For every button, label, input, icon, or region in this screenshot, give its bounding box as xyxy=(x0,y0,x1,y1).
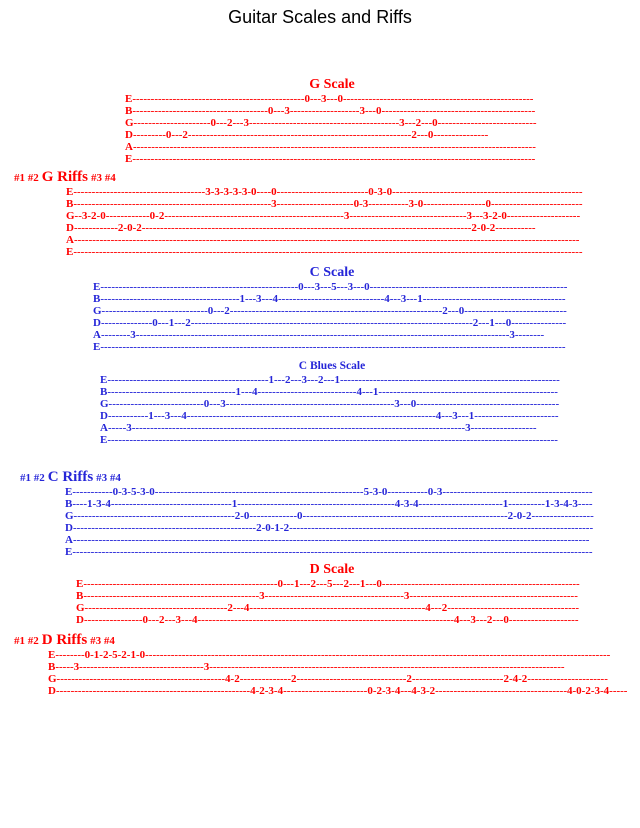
tab-line: D----------------0---2---3---4----------… xyxy=(76,614,579,626)
c-riffs-heading-suffix: #3 #4 xyxy=(96,472,121,484)
d-scale-tab: E---------------------------------------… xyxy=(76,578,580,626)
c-riffs-tab: E-----------0-3-5-3-0-------------------… xyxy=(65,486,594,558)
c-riffs-heading-name: C Riffs xyxy=(47,469,94,485)
d-riffs-heading: #1 #2 D Riffs #3 #4 xyxy=(14,632,115,649)
g-riffs-heading-prefix: #1 #2 xyxy=(14,172,39,184)
g-scale-heading: G Scale xyxy=(309,77,355,92)
d-riffs-tab: E--------0-1-2-5-2-1-0------------------… xyxy=(48,649,627,697)
c-riffs-heading-prefix: #1 #2 xyxy=(20,472,45,484)
tab-line: A---------------------------------------… xyxy=(125,141,536,153)
tab-line: D---------------------------------------… xyxy=(65,522,594,534)
tab-line: E---------------------------------------… xyxy=(93,341,566,353)
tab-line: E---------------------------------------… xyxy=(65,546,593,558)
tab-line: B-----------------------------------1---… xyxy=(100,386,558,398)
d-riffs-heading-prefix: #1 #2 xyxy=(14,635,39,647)
tab-line: E---------------------------------------… xyxy=(93,281,568,293)
tab-line: B----1-3-4------------------------------… xyxy=(65,498,593,510)
c-blues-scale-heading: C Blues Scale xyxy=(298,360,366,372)
tab-line: D------------2-0-2----------------------… xyxy=(66,222,536,234)
c-blues-scale-tab: E---------------------------------------… xyxy=(100,374,560,446)
tab-line: G---------------------------------------… xyxy=(48,673,608,685)
tab-line: A---------------------------------------… xyxy=(66,234,580,246)
tab-line: E---------------------------------------… xyxy=(76,578,580,590)
g-riffs-heading: #1 #2 G Riffs #3 #4 xyxy=(14,169,116,186)
tab-line: E---------------------------------------… xyxy=(100,434,558,446)
tab-line: D--------------0---1---2----------------… xyxy=(93,317,567,329)
page-title: Guitar Scales and Riffs xyxy=(228,7,412,27)
d-scale-heading: D Scale xyxy=(309,562,355,577)
tab-line: G--3-2-0------------0-2-----------------… xyxy=(66,210,581,222)
g-riffs-heading-suffix: #3 #4 xyxy=(91,172,116,184)
tab-line: B---------------------------------------… xyxy=(76,590,578,602)
tab-line: G---------------------------------------… xyxy=(76,602,580,614)
tab-line: D---------0---2-------------------------… xyxy=(125,129,489,141)
tab-line: E---------------------------------------… xyxy=(66,246,583,258)
tab-line: E------------------------------------3-3… xyxy=(66,186,583,198)
tab-line: B--------------------------------------1… xyxy=(93,293,566,305)
tab-line: B-------------------------------------0-… xyxy=(125,105,536,117)
tab-line: G-----------------------------0---2-----… xyxy=(93,305,567,317)
tab-line: A-----3---------------------------------… xyxy=(100,422,537,434)
tab-line: G---------------------------------------… xyxy=(65,510,594,522)
tab-line: A--------3------------------------------… xyxy=(93,329,545,341)
tab-line: D-----------1---3---4-------------------… xyxy=(100,410,559,422)
tab-line: D---------------------------------------… xyxy=(48,685,628,697)
c-scale-tab: E---------------------------------------… xyxy=(93,281,567,353)
tab-line: G---------------------0---2---3---------… xyxy=(125,117,537,129)
g-scale-tab: E---------------------------------------… xyxy=(125,93,537,165)
tab-line: E--------0-1-2-5-2-1-0------------------… xyxy=(48,649,611,661)
tab-line: E---------------------------------------… xyxy=(125,153,536,165)
tab-line: B-----3---------------------------------… xyxy=(48,661,565,673)
tab-line: E-----------0-3-5-3-0-------------------… xyxy=(65,486,593,498)
c-riffs-heading: #1 #2 C Riffs #3 #4 xyxy=(20,469,121,486)
tab-line: E---------------------------------------… xyxy=(100,374,560,386)
d-riffs-heading-name: D Riffs xyxy=(41,632,88,648)
tab-line: B---------------------------------------… xyxy=(66,198,583,210)
g-riffs-heading-name: G Riffs xyxy=(41,169,88,185)
tab-line: G--------------------------0---3--------… xyxy=(100,398,560,410)
tab-line: A---------------------------------------… xyxy=(65,534,590,546)
d-riffs-heading-suffix: #3 #4 xyxy=(90,635,115,647)
c-scale-heading: C Scale xyxy=(309,265,355,280)
g-riffs-tab: E------------------------------------3-3… xyxy=(66,186,583,258)
tab-line: E---------------------------------------… xyxy=(125,93,534,105)
